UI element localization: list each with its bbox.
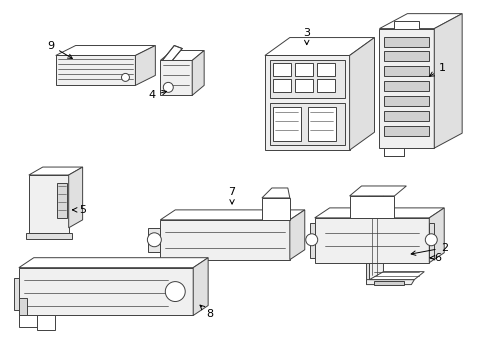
Polygon shape bbox=[433, 14, 461, 148]
Bar bbox=[294, 80, 312, 92]
Bar bbox=[269, 103, 344, 145]
Polygon shape bbox=[56, 45, 155, 55]
Polygon shape bbox=[264, 55, 349, 150]
Polygon shape bbox=[19, 258, 208, 268]
Polygon shape bbox=[193, 258, 208, 315]
Polygon shape bbox=[369, 272, 424, 280]
Polygon shape bbox=[379, 28, 433, 148]
Polygon shape bbox=[160, 60, 192, 95]
Bar bbox=[384, 96, 428, 106]
Bar bbox=[37, 315, 55, 330]
Polygon shape bbox=[135, 45, 155, 85]
Circle shape bbox=[121, 73, 129, 81]
Polygon shape bbox=[68, 167, 82, 228]
Polygon shape bbox=[192, 50, 203, 95]
Polygon shape bbox=[162, 45, 182, 60]
Bar bbox=[394, 21, 419, 28]
Bar bbox=[269, 60, 344, 98]
Circle shape bbox=[305, 234, 317, 246]
Text: 2: 2 bbox=[410, 243, 447, 255]
Bar bbox=[19, 298, 27, 315]
Circle shape bbox=[163, 82, 173, 92]
Bar bbox=[384, 148, 404, 156]
Bar bbox=[384, 111, 428, 121]
Bar bbox=[384, 67, 428, 76]
Polygon shape bbox=[56, 55, 135, 85]
Bar bbox=[384, 51, 428, 62]
Polygon shape bbox=[379, 14, 461, 28]
Polygon shape bbox=[428, 208, 443, 263]
Bar bbox=[349, 196, 394, 218]
Text: 8: 8 bbox=[200, 305, 213, 319]
Polygon shape bbox=[160, 50, 203, 60]
Bar bbox=[307, 107, 335, 141]
Polygon shape bbox=[160, 220, 289, 260]
Polygon shape bbox=[428, 223, 433, 258]
Polygon shape bbox=[349, 186, 406, 196]
Text: 7: 7 bbox=[228, 187, 235, 204]
Text: 5: 5 bbox=[72, 205, 86, 215]
Bar bbox=[316, 80, 334, 92]
Polygon shape bbox=[29, 175, 68, 233]
Polygon shape bbox=[309, 223, 314, 258]
Polygon shape bbox=[160, 210, 304, 220]
Bar bbox=[262, 198, 289, 220]
Bar bbox=[272, 63, 290, 76]
Polygon shape bbox=[314, 218, 428, 263]
Polygon shape bbox=[349, 37, 374, 150]
Polygon shape bbox=[26, 233, 72, 239]
Bar bbox=[316, 63, 334, 76]
Bar bbox=[19, 315, 37, 328]
Bar bbox=[272, 107, 300, 141]
Circle shape bbox=[147, 233, 161, 247]
Polygon shape bbox=[369, 187, 383, 280]
Polygon shape bbox=[264, 37, 374, 55]
Polygon shape bbox=[289, 210, 304, 260]
Text: 9: 9 bbox=[47, 41, 72, 58]
Bar bbox=[384, 37, 428, 46]
Polygon shape bbox=[366, 195, 369, 285]
Bar bbox=[374, 280, 404, 285]
Bar bbox=[384, 81, 428, 91]
Text: 3: 3 bbox=[303, 28, 309, 45]
Polygon shape bbox=[19, 268, 193, 315]
Bar bbox=[384, 126, 428, 136]
Polygon shape bbox=[29, 167, 82, 175]
Text: 6: 6 bbox=[429, 253, 440, 263]
Polygon shape bbox=[148, 228, 160, 252]
Text: 4: 4 bbox=[148, 90, 166, 100]
Polygon shape bbox=[314, 208, 443, 218]
Circle shape bbox=[165, 282, 185, 302]
Circle shape bbox=[425, 234, 436, 246]
Text: 1: 1 bbox=[428, 63, 445, 76]
Bar bbox=[272, 80, 290, 92]
Bar bbox=[294, 63, 312, 76]
Polygon shape bbox=[366, 280, 413, 285]
Polygon shape bbox=[14, 278, 19, 310]
Polygon shape bbox=[262, 188, 289, 198]
Bar bbox=[57, 183, 66, 218]
